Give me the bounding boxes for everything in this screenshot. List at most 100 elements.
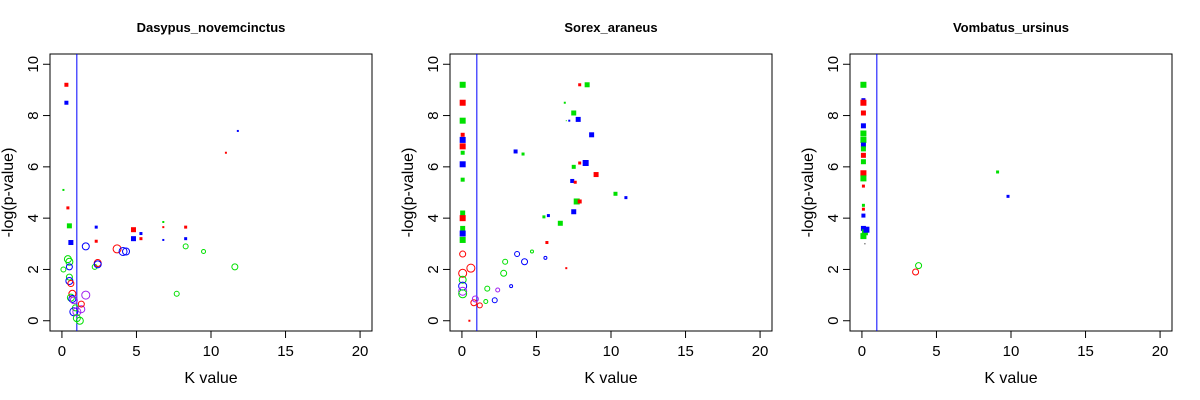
data-point-square [64,82,69,87]
y-tick-label: 6 [25,163,42,171]
data-point-circle [476,302,483,309]
data-point-circle [491,297,498,304]
data-point-square [139,237,143,241]
data-point-square [542,215,546,219]
data-point-circle [521,258,529,266]
data-point-square [460,150,465,155]
y-tick-label: 4 [25,214,42,222]
x-tick-label: 10 [603,343,620,360]
data-point-circle [502,258,509,265]
y-axis-label: -log(p-value) [0,148,17,238]
data-point-square [571,110,577,116]
data-point-square [860,142,866,148]
data-point-square [860,146,866,152]
data-point-square [139,232,143,236]
data-point-circle [915,262,923,270]
plot-frame [849,53,1173,332]
data-point-circle [529,249,534,254]
data-point-square [860,130,867,137]
x-tick-label: 20 [752,343,769,360]
data-point-square [460,132,465,137]
data-point-circle [77,305,86,314]
y-tick-label: 8 [425,111,442,119]
plot-frame [449,53,773,332]
x-tick-label: 5 [932,343,940,360]
data-point-square [860,175,867,182]
chart-title: Vombatus_ursinus [953,20,1069,35]
data-point-square [460,225,466,231]
x-tick-label: 20 [352,343,369,360]
data-point-square [568,119,571,122]
data-point-square [860,81,867,88]
data-point-square [571,164,576,169]
data-point-square [861,213,866,218]
data-point-square [460,210,466,216]
data-point-square [861,184,865,188]
y-axis-label: -log(p-value) [400,148,417,238]
data-point-circle [500,269,508,277]
chart-title: Dasypus_novemcinctus [137,20,286,35]
data-point-square [860,110,866,116]
x-tick-label: 10 [1003,343,1020,360]
data-point-square [64,100,69,105]
data-point-circle [93,260,102,269]
data-point-square [570,178,575,183]
data-point-square [545,241,549,245]
data-point-square [546,214,550,218]
data-point-square [459,161,466,168]
x-axis-label: K value [584,370,637,387]
data-point-circle [495,287,501,293]
data-point-circle [182,243,189,250]
data-point-square [861,203,865,207]
data-point-circle [466,263,476,273]
data-point-circle [67,280,75,288]
data-point-circle [458,275,467,284]
x-tick-label: 5 [132,343,140,360]
y-tick-label: 4 [425,214,442,222]
data-point-square [459,136,466,143]
data-point-square [860,152,866,158]
data-point-square [94,239,98,243]
x-tick-label: 0 [858,343,866,360]
data-point-square [860,159,866,165]
data-point-square [864,243,866,245]
y-tick-label: 2 [25,265,42,273]
data-point-circle [60,266,67,273]
y-tick-label: 6 [425,163,442,171]
x-axis-label: K value [984,370,1037,387]
data-point-circle [65,273,73,281]
y-tick-label: 0 [25,317,42,325]
data-point-square [589,132,595,138]
data-point-circle [470,299,478,307]
data-point-square [1006,194,1010,198]
y-tick-label: 10 [25,56,42,73]
data-point-square [162,226,165,229]
data-point-square [557,220,563,226]
data-point-circle [231,263,239,271]
data-point-square [68,240,74,246]
y-tick-label: 10 [425,56,442,73]
y-tick-label: 0 [825,317,842,325]
data-point-circle [75,316,84,325]
data-point-square [578,161,582,165]
data-point-square [573,198,580,205]
data-point-square [565,267,568,270]
data-point-circle [81,290,91,300]
y-tick-label: 2 [425,265,442,273]
data-point-circle [471,295,479,303]
data-point-circle [77,300,85,308]
x-tick-label: 5 [532,343,540,360]
x-axis-label: K value [184,370,237,387]
data-point-square [460,177,465,182]
data-point-circle [458,286,468,296]
y-tick-label: 10 [825,56,842,73]
data-point-circle [173,290,180,297]
data-point-square [459,236,466,243]
data-point-square [624,196,628,200]
data-point-square [563,101,566,104]
data-point-circle [69,296,78,305]
data-point-square [575,116,581,122]
data-point-square [66,206,70,210]
data-point-square [593,172,599,178]
